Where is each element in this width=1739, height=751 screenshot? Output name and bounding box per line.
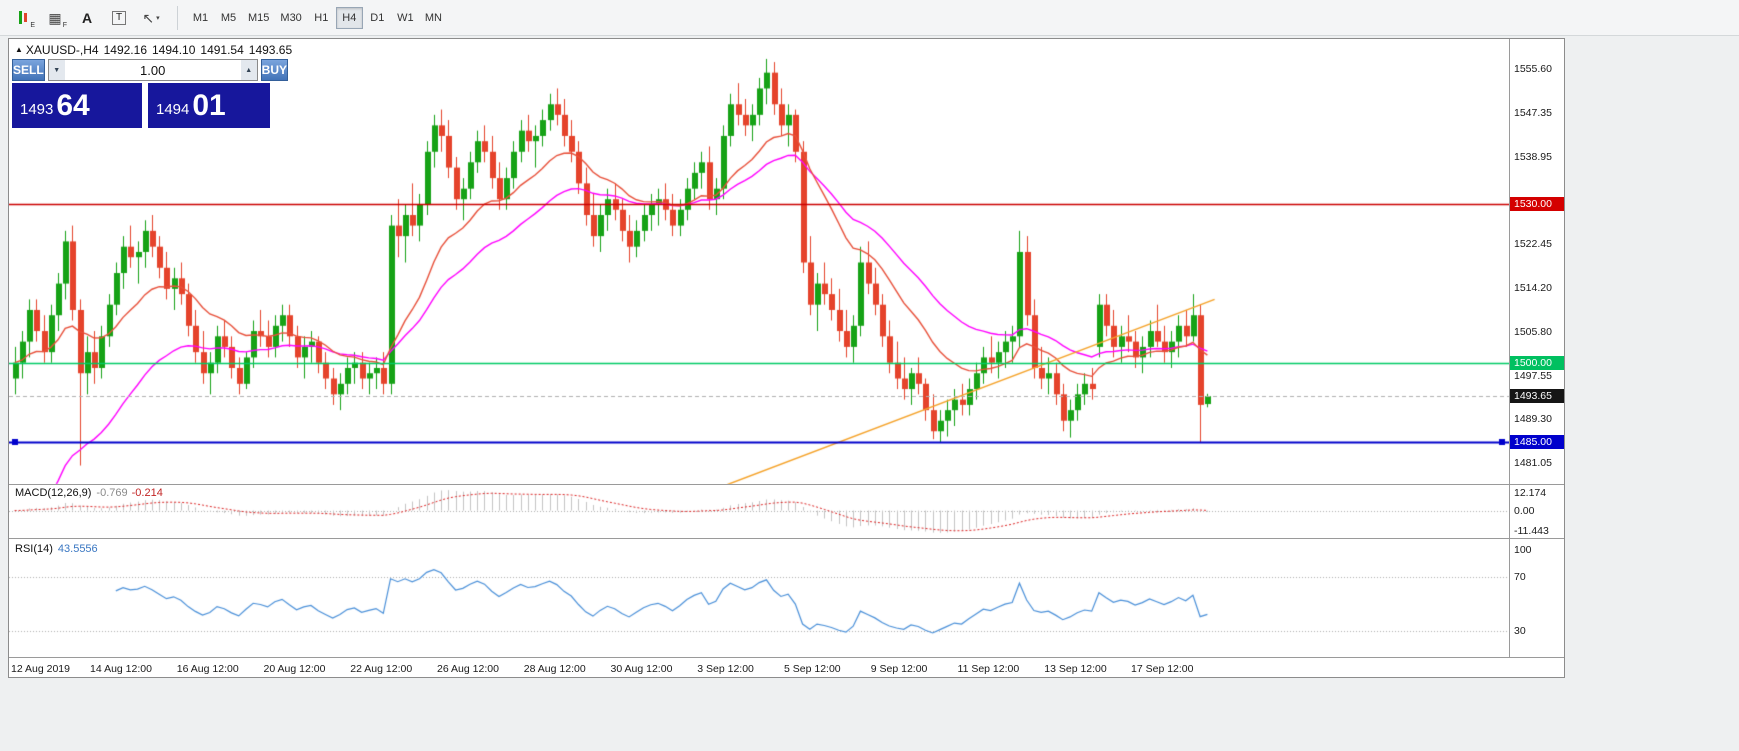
sell-price-small: 1493 [20,101,54,118]
rsi-value: 43.5556 [57,543,98,555]
low-value: 1491.54 [200,43,244,57]
timeframe-D1[interactable]: D1 [364,7,391,29]
volume-decrease-button[interactable]: ▼ [48,60,65,80]
close-value: 1493.65 [248,43,293,57]
grid-windows-icon[interactable]: ▦ F [40,5,70,31]
price-tick-label: 1481.05 [1514,456,1552,469]
sell-price-big: 64 [56,88,90,122]
volume-box: ▼ ▲ [47,59,258,81]
chart-window: 1555.60 1547.35 1538.95 1522.45 1514.20 1505.… [8,38,1565,678]
chevron-down-icon: ▾ [156,14,160,22]
price-tag-1530.00: 1530.00 [1510,197,1564,212]
macd-signal-value: -0.214 [131,487,163,499]
price-tick-label: 1555.60 [1514,63,1552,76]
text-a-glyph: A [81,9,93,26]
time-axis-label: 14 Aug 12:00 [90,663,152,675]
volume-input[interactable] [64,60,241,80]
icon-sub-label: E [30,21,35,29]
mini-candle-down-icon [24,13,27,22]
price-tick-label: 1547.35 [1514,106,1552,119]
macd-header: MACD(12,26,9) -0.769 -0.214 [15,487,163,499]
time-axis-label: 12 Aug 2019 [11,663,70,675]
panel-separator[interactable] [9,538,1564,539]
time-axis-label: 20 Aug 12:00 [263,663,326,675]
time-axis-label: 9 Sep 12:00 [870,663,928,675]
text-box-icon[interactable]: T [104,5,134,31]
toolbar-separator [177,5,178,30]
macd-scale-label: 0.00 [1514,504,1535,517]
time-axis-label: 16 Aug 12:00 [176,663,239,675]
timeframe-buttons: M1 M5 M15 M30 H1 H4 D1 W1 MN [187,6,448,29]
grid-glyph: ▦ [48,9,62,26]
sell-price-display[interactable]: 1493 64 [12,83,142,128]
time-axis-label: 28 Aug 12:00 [523,663,586,675]
high-value: 1494.10 [152,43,196,57]
buy-price-display[interactable]: 1494 01 [148,83,270,128]
buy-price-big: 01 [192,88,226,122]
open-value: 1492.16 [103,43,147,57]
panel-separator[interactable] [9,484,1564,485]
timeframe-H1[interactable]: H1 [308,7,335,29]
macd-scale-label: -11.443 [1514,525,1549,537]
macd-title: MACD(12,26,9) [15,487,92,499]
timeframe-M15[interactable]: M15 [243,7,274,29]
macd-main-value: -0.769 [96,487,128,499]
time-axis-label: 5 Sep 12:00 [784,663,841,675]
rsi-scale-label: 70 [1514,570,1526,583]
rsi-title: RSI(14) [15,543,53,555]
symbol-period-label: XAUUSD-,H4 [25,43,99,57]
cursor-glyph: ↖ [142,9,155,26]
icon-sub-label: F [62,21,67,29]
time-axis-label: 17 Sep 12:00 [1131,663,1194,675]
cursor-tool-icon[interactable]: ↖ ▾ [136,5,166,31]
buy-price-small: 1494 [156,101,190,118]
rsi-scale-label: 100 [1514,544,1532,556]
price-tick-label: 1538.95 [1514,151,1552,164]
sell-button[interactable]: SELL [12,59,45,81]
timeframe-MN[interactable]: MN [420,7,447,29]
rsi-scale-label: 30 [1514,625,1526,638]
chart-ohlc-header: ▲ XAUUSD-,H4 1492.16 1494.10 1491.54 1493.65 [15,43,297,57]
candlestick-chart-icon[interactable]: E [8,5,38,31]
time-axis-label: 13 Sep 12:00 [1044,663,1107,675]
timeframe-M30[interactable]: M30 [275,7,306,29]
toolbar: E ▦ F A T ↖ ▾ M1 M5 M15 M30 H1 H4 D1 W1 MN [0,0,1739,36]
time-axis-label: 11 Sep 12:00 [957,663,1020,675]
time-axis-label: 22 Aug 12:00 [350,663,413,675]
time-axis-label: 26 Aug 12:00 [437,663,499,675]
price-tick-label: 1522.45 [1514,238,1552,251]
price-tick-label: 1514.20 [1514,281,1552,294]
price-tick-label: 1489.30 [1514,413,1552,426]
mini-candle-up-icon [19,11,22,24]
price-tag-1493.65: 1493.65 [1510,389,1564,404]
rsi-header: RSI(14) 43.5556 [15,543,98,555]
time-axis-label: 3 Sep 12:00 [697,663,754,675]
price-tag-1500.00: 1500.00 [1510,355,1564,370]
text-label-icon[interactable]: A [72,5,102,31]
timeframe-W1[interactable]: W1 [392,7,419,29]
macd-scale-label: 12.174 [1514,487,1547,499]
timeframe-H4[interactable]: H4 [335,6,363,29]
price-tick-label: 1497.55 [1514,369,1552,382]
price-tag-1485.00: 1485.00 [1510,434,1564,449]
one-click-trading-panel: SELL ▼ ▲ BUY 1493 64 1494 01 [12,59,289,128]
volume-increase-button[interactable]: ▲ [240,60,257,80]
buy-button[interactable]: BUY [260,59,289,81]
collapse-triangle-icon: ▲ [15,45,23,54]
timeframe-M5[interactable]: M5 [215,7,242,29]
time-axis[interactable]: 12 Aug 2019 14 Aug 12:00 16 Aug 12:00 20 Au… [9,657,1564,677]
text-t-glyph: T [111,10,127,25]
timeframe-M1[interactable]: M1 [187,7,214,29]
time-axis-label: 30 Aug 12:00 [610,663,673,675]
price-chart-canvas[interactable] [9,39,1509,677]
price-tick-label: 1505.80 [1514,326,1552,339]
price-axis[interactable]: 1555.60 1547.35 1538.95 1522.45 1514.20 1505.… [1509,39,1564,657]
